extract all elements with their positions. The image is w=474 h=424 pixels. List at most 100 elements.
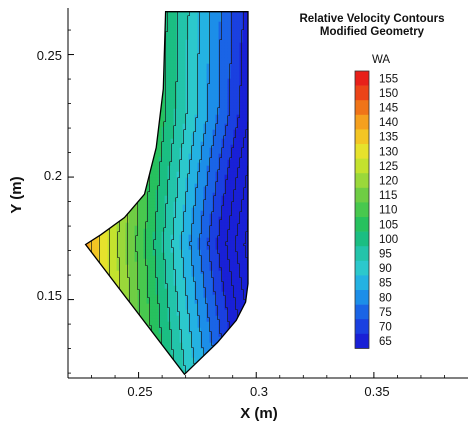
- contour-cell: [176, 207, 180, 212]
- contour-cell: [167, 333, 171, 338]
- contour-cell: [85, 189, 87, 194]
- contour-cell: [179, 81, 183, 86]
- contour-cell: [86, 318, 90, 323]
- contour-cell: [107, 18, 111, 23]
- contour-cell: [89, 102, 93, 107]
- contour-cell: [194, 270, 198, 275]
- contour-cell: [89, 45, 93, 50]
- contour-cell: [149, 177, 153, 182]
- contour-cell: [146, 153, 150, 158]
- contour-cell: [110, 138, 114, 143]
- contour-cell: [167, 21, 171, 26]
- contour-cell: [92, 132, 96, 137]
- contour-cell: [85, 234, 87, 239]
- contour-cell: [104, 198, 108, 203]
- contour-cell: [116, 315, 120, 320]
- contour-cell: [164, 165, 168, 170]
- contour-cell: [122, 21, 126, 26]
- contour-cell: [125, 198, 129, 203]
- contour-cell: [161, 165, 165, 170]
- contour-cell: [113, 228, 117, 233]
- contour-cell: [188, 309, 192, 314]
- contour-cell: [167, 363, 171, 368]
- contour-cell: [152, 249, 156, 254]
- contour-cell: [122, 330, 126, 335]
- contour-cell: [89, 291, 93, 296]
- contour-cell: [89, 57, 93, 62]
- contour-cell: [116, 276, 120, 281]
- contour-cell: [137, 87, 141, 92]
- contour-cell: [134, 315, 138, 320]
- contour-cell: [125, 315, 129, 320]
- contour-cell: [131, 228, 135, 233]
- contour-cell: [137, 48, 141, 53]
- contour-cell: [140, 105, 144, 110]
- contour-cell: [188, 45, 192, 50]
- contour-cell: [125, 33, 129, 38]
- contour-cell: [131, 69, 135, 74]
- contour-cell: [84, 376, 87, 379]
- contour-cell: [119, 324, 123, 329]
- contour-cell: [131, 99, 135, 104]
- contour-cell: [149, 51, 153, 56]
- contour-cell: [176, 18, 180, 23]
- contour-cell: [110, 11, 114, 14]
- contour-cell: [86, 306, 90, 311]
- contour-cell: [89, 168, 93, 173]
- contour-cell: [113, 303, 117, 308]
- contour-cell: [107, 165, 111, 170]
- contour-cell: [203, 90, 207, 95]
- contour-cell: [92, 90, 96, 95]
- contour-cell: [182, 336, 186, 341]
- contour-cell: [182, 78, 186, 83]
- contour-cell: [86, 294, 90, 299]
- contour-cell: [86, 18, 90, 23]
- contour-cell: [167, 78, 171, 83]
- contour-cell: [170, 189, 174, 194]
- contour-cell: [101, 135, 105, 140]
- contour-cell: [137, 363, 141, 368]
- contour-cell: [110, 18, 114, 23]
- contour-cell: [110, 126, 114, 131]
- contour-cell: [98, 201, 102, 206]
- contour-cell: [104, 306, 108, 311]
- contour-cell: [179, 195, 183, 200]
- contour-cell: [167, 372, 171, 375]
- contour-cell: [161, 342, 165, 347]
- contour-cell: [167, 219, 171, 224]
- contour-cell: [85, 339, 87, 344]
- contour-cell: [176, 96, 180, 101]
- contour-cell: [128, 180, 132, 185]
- contour-cell: [125, 303, 129, 308]
- contour-cell: [164, 174, 168, 179]
- contour-cell: [176, 336, 180, 341]
- contour-cell: [134, 234, 138, 239]
- contour-cell: [146, 210, 150, 215]
- contour-cell: [140, 252, 144, 257]
- contour-cell: [113, 168, 117, 173]
- contour-cell: [188, 144, 192, 149]
- contour-cell: [98, 195, 102, 200]
- contour-cell: [119, 321, 123, 326]
- contour-cell: [152, 231, 156, 236]
- contour-cell: [131, 117, 135, 122]
- contour-cell: [92, 372, 96, 375]
- contour-cell: [122, 186, 126, 191]
- contour-cell: [89, 264, 93, 269]
- contour-cell: [85, 195, 87, 200]
- contour-cell: [176, 117, 180, 122]
- contour-cell: [85, 15, 87, 20]
- contour-cell: [140, 372, 144, 375]
- contour-cell: [131, 318, 135, 323]
- contour-cell: [128, 261, 132, 266]
- contour-cell: [101, 321, 105, 326]
- contour-cell: [173, 327, 177, 332]
- contour-cell: [179, 90, 183, 95]
- contour-cell: [182, 105, 186, 110]
- contour-cell: [89, 303, 93, 308]
- contour-cell: [200, 261, 204, 266]
- contour-cell: [134, 327, 138, 332]
- contour-cell: [143, 117, 147, 122]
- contour-cell: [167, 366, 171, 371]
- contour-cell: [152, 282, 156, 287]
